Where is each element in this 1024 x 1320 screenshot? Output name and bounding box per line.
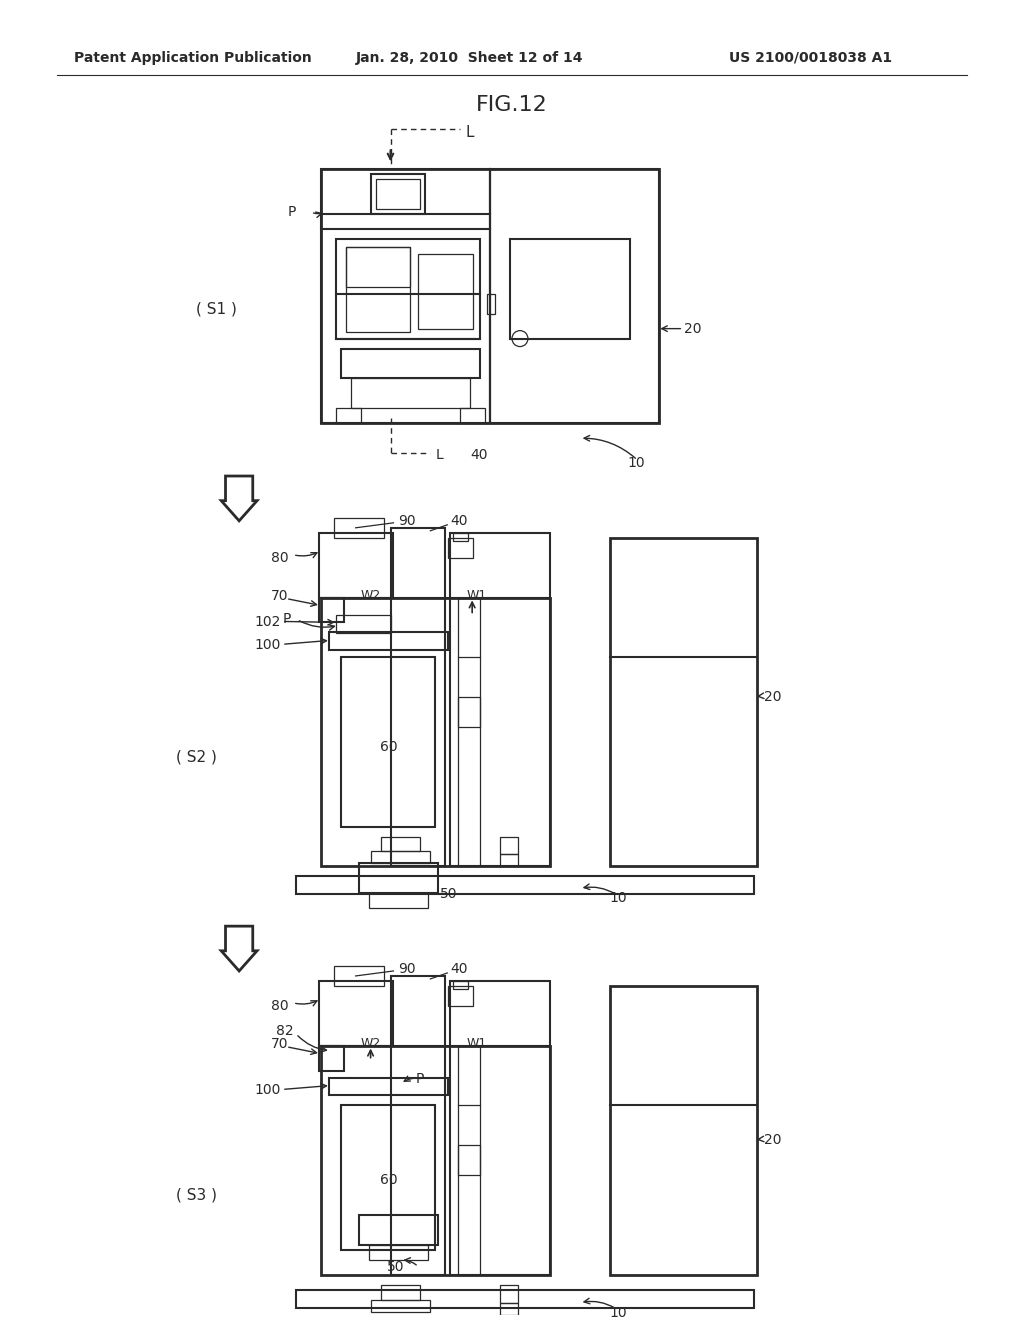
Bar <box>346 247 411 331</box>
Bar <box>329 632 449 651</box>
Text: W1: W1 <box>466 589 486 602</box>
Bar <box>358 1214 438 1245</box>
Bar <box>371 1300 430 1312</box>
Bar <box>369 1245 428 1259</box>
Text: FIG.12: FIG.12 <box>476 95 548 115</box>
Text: 40: 40 <box>451 962 468 975</box>
Text: 10: 10 <box>628 457 645 470</box>
Bar <box>510 239 630 339</box>
Text: 80: 80 <box>271 550 289 565</box>
Text: 40: 40 <box>451 513 468 528</box>
Text: 70: 70 <box>271 1036 289 1051</box>
Text: 20: 20 <box>764 690 781 704</box>
Text: 100: 100 <box>255 1084 281 1097</box>
Bar <box>458 598 480 866</box>
Text: 90: 90 <box>398 513 416 528</box>
Text: L: L <box>435 447 443 462</box>
Bar <box>321 169 659 424</box>
Polygon shape <box>221 477 257 521</box>
Bar <box>451 981 550 1275</box>
Bar <box>419 253 473 329</box>
Bar <box>451 533 550 866</box>
Bar <box>318 533 393 598</box>
Bar <box>500 854 518 866</box>
Bar <box>369 894 428 908</box>
Bar <box>454 981 468 989</box>
Text: 50: 50 <box>387 1259 404 1274</box>
Text: W2: W2 <box>360 1038 381 1051</box>
Bar <box>296 876 754 894</box>
Text: US 2100/0018038 A1: US 2100/0018038 A1 <box>729 50 892 65</box>
Bar <box>334 966 384 986</box>
Bar <box>487 294 495 314</box>
Text: 82: 82 <box>276 1024 294 1038</box>
Bar <box>321 598 550 866</box>
Text: P: P <box>416 1072 424 1085</box>
Bar <box>458 1146 480 1175</box>
Bar <box>490 169 659 424</box>
Polygon shape <box>221 927 257 972</box>
Bar <box>390 528 445 866</box>
Bar <box>321 1045 550 1275</box>
Bar <box>371 174 425 214</box>
Bar <box>336 615 390 634</box>
Bar <box>321 169 490 424</box>
Text: ( S2 ): ( S2 ) <box>176 750 217 764</box>
Text: L: L <box>465 125 474 140</box>
Bar <box>449 537 473 557</box>
Text: 10: 10 <box>609 1305 628 1320</box>
Bar <box>329 1077 449 1096</box>
Text: P: P <box>283 612 291 627</box>
Bar <box>460 408 485 424</box>
Bar <box>296 1290 754 1308</box>
Bar <box>341 348 480 379</box>
Bar <box>500 1284 518 1303</box>
Text: 100: 100 <box>255 639 281 652</box>
Bar <box>390 975 445 1275</box>
Bar <box>458 697 480 727</box>
Bar <box>371 851 430 863</box>
Text: 80: 80 <box>271 999 289 1012</box>
Text: 20: 20 <box>764 1134 781 1147</box>
Bar <box>500 837 518 854</box>
Bar <box>381 837 421 851</box>
Bar <box>358 863 438 894</box>
Bar <box>458 1045 480 1275</box>
Text: 20: 20 <box>684 322 701 335</box>
Bar <box>500 1303 518 1315</box>
Bar <box>350 379 470 408</box>
Bar <box>318 1045 344 1071</box>
Bar <box>381 1284 421 1300</box>
Bar <box>346 247 411 286</box>
Bar <box>336 408 360 424</box>
Bar <box>341 657 435 826</box>
Text: 60: 60 <box>380 1173 397 1187</box>
Bar <box>341 1105 435 1250</box>
Text: 102: 102 <box>255 615 281 630</box>
Text: 60: 60 <box>380 741 397 754</box>
Text: W1: W1 <box>466 1038 486 1051</box>
Text: Jan. 28, 2010  Sheet 12 of 14: Jan. 28, 2010 Sheet 12 of 14 <box>355 50 583 65</box>
Bar <box>609 986 757 1275</box>
Bar <box>609 537 757 866</box>
Bar <box>318 981 393 1045</box>
Text: 90: 90 <box>398 962 416 975</box>
Bar <box>376 180 421 209</box>
Text: P: P <box>288 205 296 219</box>
Bar <box>318 598 344 623</box>
Text: 40: 40 <box>470 447 487 462</box>
Text: Patent Application Publication: Patent Application Publication <box>74 50 311 65</box>
Text: 10: 10 <box>609 891 628 906</box>
Bar <box>454 533 468 541</box>
Text: ( S3 ): ( S3 ) <box>176 1188 217 1203</box>
Text: 50: 50 <box>439 887 457 902</box>
Text: W2: W2 <box>360 589 381 602</box>
Bar <box>449 986 473 1006</box>
Text: ( S1 ): ( S1 ) <box>197 301 238 317</box>
Bar <box>336 239 480 339</box>
Bar <box>334 517 384 537</box>
Text: 70: 70 <box>271 589 289 602</box>
